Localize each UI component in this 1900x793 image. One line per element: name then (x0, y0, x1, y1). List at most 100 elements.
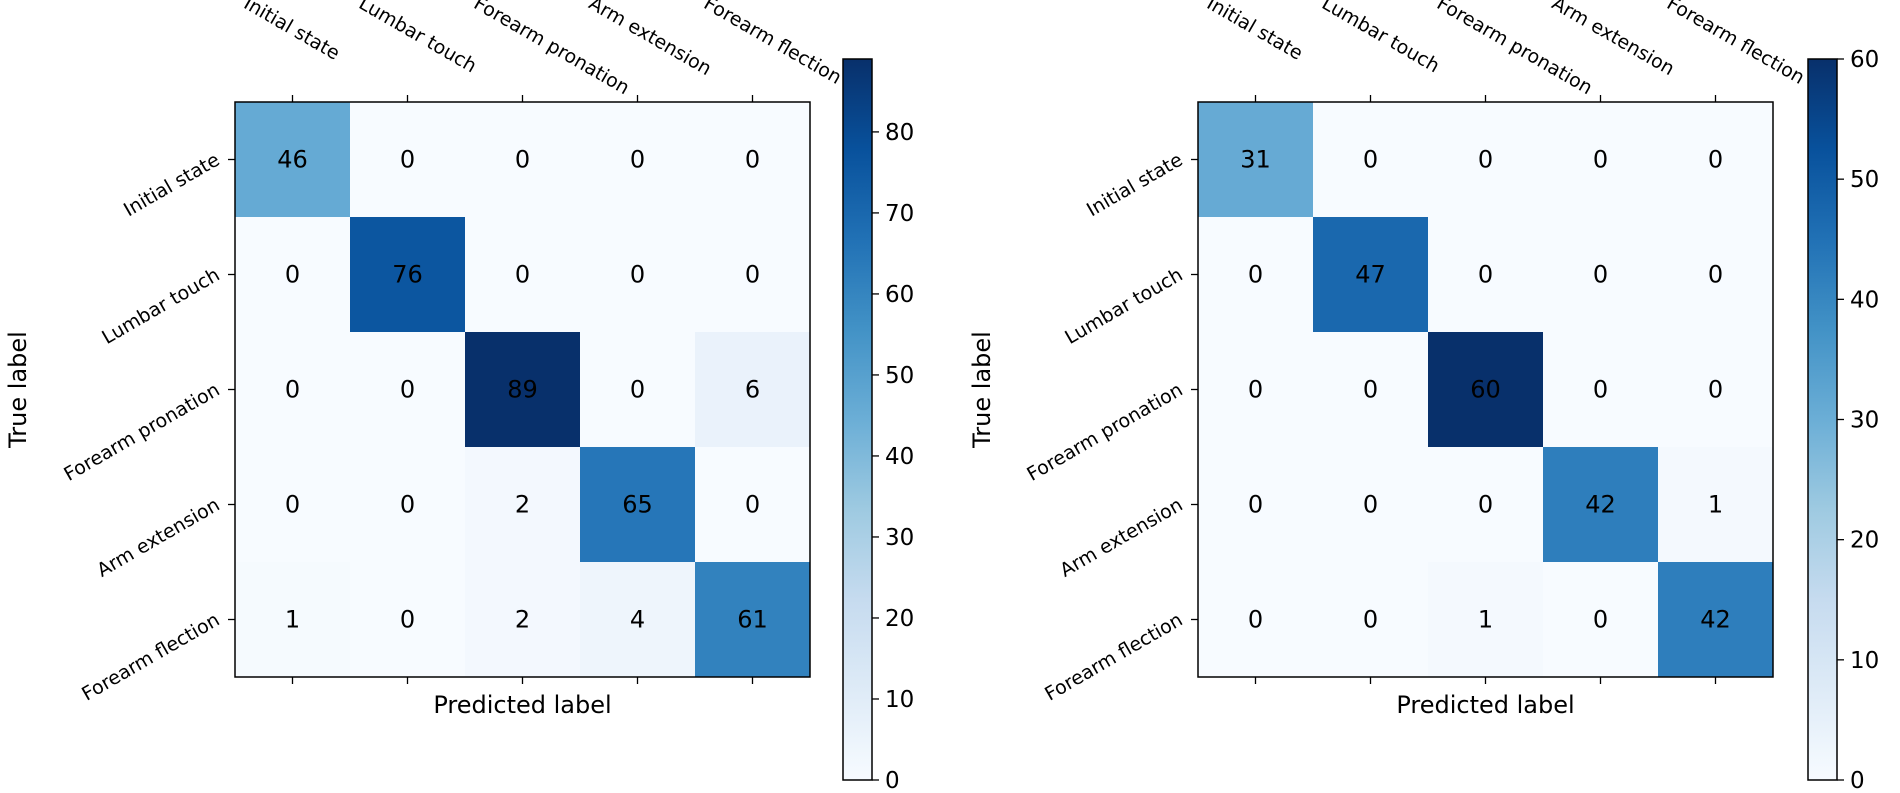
cell-value-label: 0 (515, 146, 530, 174)
heatmap-cell (1198, 447, 1314, 563)
cell-value-label: 65 (622, 491, 653, 519)
x-tick-label-lumbar-touch: Lumbar touch (355, 0, 480, 77)
cell-value-label: 0 (1708, 376, 1723, 404)
heatmap-cell (1658, 562, 1774, 678)
y-tick-label-lumbar-touch: Lumbar touch (1061, 264, 1186, 349)
heatmap-cell (350, 102, 466, 218)
y-tick-label-forearm-flection: Forearm flection (78, 609, 223, 706)
heatmap-cell (695, 217, 811, 333)
cell-value-label: 60 (1470, 376, 1501, 404)
x-axis-label: Predicted label (433, 691, 611, 719)
colorbar-tick-label: 20 (885, 606, 914, 632)
heatmap-cell (1428, 217, 1544, 333)
y-tick-label-forearm-pronation: Forearm pronation (1023, 379, 1186, 486)
cell-value-label: 4 (630, 606, 645, 634)
cell-value-label: 2 (515, 491, 530, 519)
cell-value-label: 0 (1363, 146, 1378, 174)
colorbar-tick-label: 10 (885, 687, 914, 713)
cell-value-label: 0 (1248, 491, 1263, 519)
y-tick-label-lumbar-touch: Lumbar touch (98, 264, 223, 349)
heatmap-cell (1543, 447, 1659, 563)
cell-value-label: 2 (515, 606, 530, 634)
cell-value-label: 0 (400, 146, 415, 174)
heatmap-cell (580, 447, 696, 563)
heatmap-cell (465, 217, 581, 333)
heatmap-cell (1658, 217, 1774, 333)
cell-value-label: 0 (1593, 146, 1608, 174)
heatmap-cell (1313, 562, 1429, 678)
cell-value-label: 0 (285, 261, 300, 289)
y-tick-label-forearm-pronation: Forearm pronation (60, 379, 223, 486)
cell-value-label: 0 (1593, 261, 1608, 289)
cell-value-label: 0 (630, 261, 645, 289)
x-tick-label-initial-state: Initial state (240, 0, 343, 65)
heatmap-cell (350, 562, 466, 678)
cell-value-label: 0 (285, 491, 300, 519)
y-tick-label-arm-extension: Arm extension (93, 494, 223, 582)
colorbar-tick-label: 60 (885, 282, 914, 308)
cell-value-label: 0 (400, 376, 415, 404)
cell-value-label: 0 (1708, 261, 1723, 289)
heatmap-cell (1198, 332, 1314, 448)
cell-value-label: 0 (1478, 491, 1493, 519)
heatmap-cell (1198, 102, 1314, 218)
colorbar-tick-label: 20 (1850, 528, 1879, 554)
cell-value-label: 0 (285, 376, 300, 404)
cell-value-label: 0 (630, 146, 645, 174)
heatmap-cell (1198, 562, 1314, 678)
heatmap-cell (465, 562, 581, 678)
cell-value-label: 0 (1248, 261, 1263, 289)
heatmap-cell (695, 332, 811, 448)
cell-value-label: 89 (507, 376, 538, 404)
cell-value-label: 0 (1593, 606, 1608, 634)
heatmap-cell (1313, 217, 1429, 333)
y-axis-label: True label (4, 331, 32, 449)
heatmap-cell (465, 332, 581, 448)
colorbar-tick-label: 30 (885, 525, 914, 551)
cell-value-label: 0 (1363, 491, 1378, 519)
heatmap-cell (1658, 447, 1774, 563)
colorbar-tick-label: 0 (885, 768, 900, 793)
heatmap-cell (1313, 332, 1429, 448)
cell-value-label: 0 (1363, 606, 1378, 634)
heatmap-cell (235, 332, 351, 448)
heatmap-cell (1543, 102, 1659, 218)
colorbar-tick-label: 70 (885, 201, 914, 227)
heatmap-cell (350, 332, 466, 448)
heatmap-cell (465, 447, 581, 563)
heatmap-cell (1658, 332, 1774, 448)
cell-value-label: 0 (745, 146, 760, 174)
cell-value-label: 1 (1708, 491, 1723, 519)
cell-value-label: 0 (630, 376, 645, 404)
y-tick-label-arm-extension: Arm extension (1056, 494, 1186, 582)
cell-value-label: 76 (392, 261, 423, 289)
cell-value-label: 1 (1478, 606, 1493, 634)
heatmap-cell (1428, 447, 1544, 563)
cell-value-label: 0 (400, 491, 415, 519)
heatmap-cell (350, 217, 466, 333)
cell-value-label: 1 (285, 606, 300, 634)
heatmap-cell (1658, 102, 1774, 218)
heatmap-cell (235, 447, 351, 563)
x-tick-label-forearm-flection: Forearm flection (1663, 0, 1808, 89)
heatmap-cell (1428, 102, 1544, 218)
y-tick-label-initial-state: Initial state (1083, 149, 1186, 221)
cell-value-label: 47 (1355, 261, 1386, 289)
colorbar-tick-label: 80 (885, 120, 914, 146)
cell-value-label: 31 (1240, 146, 1271, 174)
heatmap-cell (580, 217, 696, 333)
heatmap-cell (695, 102, 811, 218)
y-axis-label: True label (968, 331, 996, 449)
x-axis-label: Predicted label (1396, 691, 1574, 719)
colorbar (842, 58, 873, 781)
heatmap-cell (1543, 332, 1659, 448)
cell-value-label: 0 (1708, 146, 1723, 174)
heatmap-cell (1198, 217, 1314, 333)
cell-value-label: 0 (745, 491, 760, 519)
colorbar-tick-label: 60 (1850, 47, 1879, 73)
colorbar-tick-label: 30 (1850, 408, 1879, 434)
cell-value-label: 0 (1478, 261, 1493, 289)
cell-value-label: 0 (1248, 606, 1263, 634)
